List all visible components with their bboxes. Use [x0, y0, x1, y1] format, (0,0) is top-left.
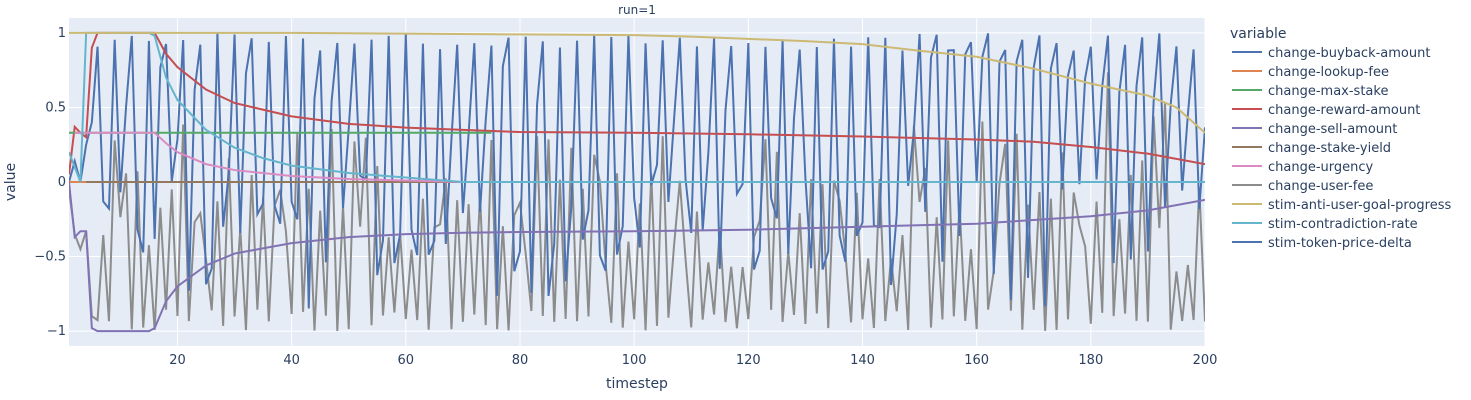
legend-label[interactable]: stim-anti-user-goal-progress: [1268, 198, 1451, 213]
legend-label[interactable]: change-lookup-fee: [1268, 65, 1389, 80]
x-tick-label: 180: [1078, 353, 1103, 368]
series-lines: [69, 31, 1205, 333]
legend-label[interactable]: change-urgency: [1268, 160, 1374, 175]
legend-label[interactable]: stim-token-price-delta: [1268, 236, 1412, 251]
series-line-change-urgency[interactable]: [74, 131, 463, 183]
chart-title: run=1: [618, 3, 656, 17]
y-tick-labels: 1 0.5 0 −0.5 −1: [34, 26, 66, 339]
x-tick-label: 200: [1193, 353, 1218, 368]
legend-label[interactable]: change-user-fee: [1268, 179, 1373, 194]
y-tick-label: −0.5: [34, 250, 66, 265]
x-tick-label: 120: [736, 353, 761, 368]
series-line-stim-anti-user-goal-progress[interactable]: [69, 31, 1205, 134]
y-tick-label: −1: [47, 324, 66, 339]
x-tick-label: 160: [964, 353, 989, 368]
y-tick-label: 1: [58, 26, 66, 41]
x-tick-label: 20: [169, 353, 186, 368]
x-tick-label: 80: [512, 353, 529, 368]
legend-label[interactable]: change-reward-amount: [1268, 103, 1420, 118]
legend-label[interactable]: change-sell-amount: [1268, 122, 1397, 137]
legend-label[interactable]: stim-contradiction-rate: [1268, 217, 1418, 232]
x-tick-label: 40: [283, 353, 300, 368]
x-tick-label: 60: [398, 353, 415, 368]
y-tick-label: 0.5: [45, 100, 66, 115]
series-line-change-sell-amount[interactable]: [69, 181, 1205, 333]
legend-label[interactable]: change-max-stake: [1268, 84, 1388, 99]
x-tick-label: 140: [850, 353, 875, 368]
series-line-change-user-fee[interactable]: [69, 72, 1205, 331]
y-axis-title: value: [3, 163, 19, 201]
legend-label[interactable]: change-stake-yield: [1268, 141, 1391, 156]
x-axis-title: timestep: [606, 376, 668, 392]
series-line-change-reward-amount[interactable]: [69, 31, 1205, 175]
x-tick-labels: 20 40 60 80 100 120 140 160 180 200: [169, 353, 1217, 368]
series-line-stim-token-price-delta[interactable]: [69, 33, 1205, 309]
legend[interactable]: variable change-buyback-amount change-loo…: [1230, 26, 1451, 251]
y-tick-label: 0: [58, 175, 66, 190]
x-tick-label: 100: [622, 353, 647, 368]
legend-label[interactable]: change-buyback-amount: [1268, 46, 1430, 61]
legend-title: variable: [1230, 26, 1286, 42]
